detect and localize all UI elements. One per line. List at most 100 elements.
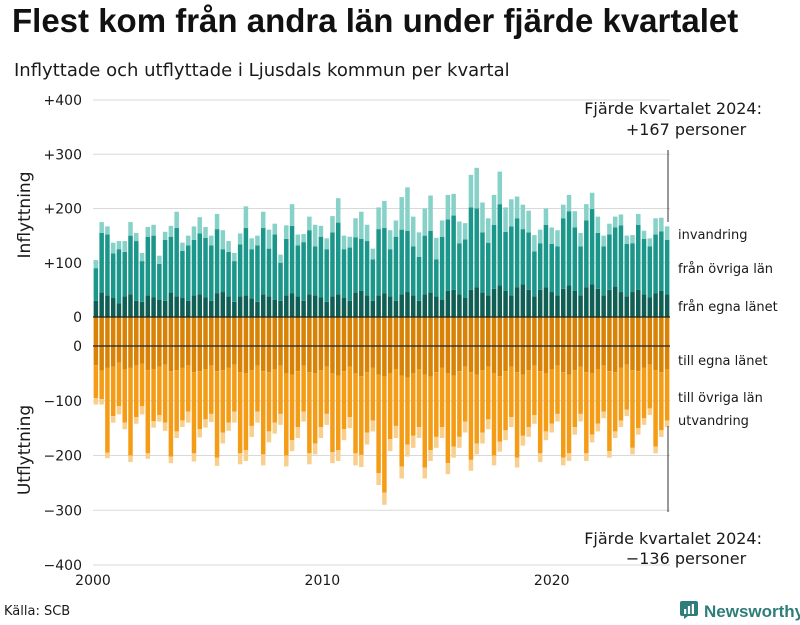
bar-segment-utflyttning bbox=[462, 421, 468, 433]
y-tick-label: +100 bbox=[44, 256, 82, 272]
bar-segment-inflyttning bbox=[399, 229, 404, 295]
bar-segment-utflyttning bbox=[612, 317, 618, 373]
bar-segment-utflyttning bbox=[324, 413, 329, 425]
y-tick-label: 0 bbox=[73, 310, 82, 326]
bar-segment-inflyttning bbox=[335, 222, 341, 295]
bar-segment-utflyttning bbox=[451, 375, 456, 447]
bar-segment-utflyttning bbox=[647, 317, 653, 365]
bar-segment-inflyttning bbox=[457, 221, 462, 244]
bar-segment-inflyttning bbox=[226, 296, 231, 317]
x-tick-labels: 2000 2010 2020 bbox=[75, 573, 569, 589]
bar-segment-inflyttning bbox=[578, 295, 583, 317]
bar-segment-utflyttning bbox=[532, 414, 537, 424]
bar-segment-inflyttning bbox=[503, 231, 508, 291]
bar-segment-utflyttning bbox=[578, 413, 583, 422]
bar-segment-inflyttning bbox=[243, 228, 249, 296]
bar-segment-utflyttning bbox=[434, 372, 439, 437]
bar-segment-inflyttning bbox=[428, 292, 433, 317]
bar-segment-inflyttning bbox=[145, 236, 151, 296]
bar-segment-utflyttning bbox=[503, 371, 508, 431]
bar-segment-inflyttning bbox=[601, 235, 606, 247]
bar-segment-inflyttning bbox=[318, 297, 324, 317]
bar-segment-inflyttning bbox=[659, 231, 664, 291]
bar-segment-inflyttning bbox=[301, 233, 306, 243]
bar-segment-inflyttning bbox=[370, 248, 376, 260]
bar-segment-inflyttning bbox=[474, 287, 479, 317]
bar-segment-inflyttning bbox=[647, 297, 653, 317]
bar-segment-utflyttning bbox=[272, 317, 278, 369]
bar-segment-utflyttning bbox=[157, 414, 162, 422]
bar-segment-utflyttning bbox=[209, 365, 214, 414]
bar-segment-inflyttning bbox=[520, 284, 526, 317]
bar-segment-inflyttning bbox=[116, 303, 122, 317]
bar-segment-utflyttning bbox=[370, 317, 376, 368]
bar-segment-inflyttning bbox=[618, 225, 624, 293]
bar-segment-inflyttning bbox=[641, 238, 647, 295]
bar-segment-utflyttning bbox=[589, 317, 595, 374]
bar-segment-inflyttning bbox=[359, 211, 364, 239]
bar-segment-inflyttning bbox=[607, 223, 612, 235]
bar-segment-inflyttning bbox=[503, 207, 508, 232]
bar-segment-inflyttning bbox=[445, 194, 451, 220]
bar-segment-inflyttning bbox=[220, 249, 226, 293]
bar-segment-utflyttning bbox=[376, 473, 381, 486]
bar-segment-inflyttning bbox=[191, 226, 197, 240]
brand-logo[interactable]: Newsworthy bbox=[679, 600, 800, 624]
bar-segment-inflyttning bbox=[93, 260, 99, 269]
bar-segment-utflyttning bbox=[209, 413, 214, 423]
bar-segment-inflyttning bbox=[399, 294, 404, 317]
bar-segment-inflyttning bbox=[168, 236, 174, 293]
bar-segment-inflyttning bbox=[561, 204, 566, 219]
bar-segment-utflyttning bbox=[405, 317, 410, 378]
bar-segment-utflyttning bbox=[410, 435, 416, 448]
bar-segment-inflyttning bbox=[514, 218, 520, 288]
bar-segment-inflyttning bbox=[318, 225, 324, 237]
bar-segment-inflyttning bbox=[341, 249, 347, 299]
bar-marks bbox=[93, 167, 670, 505]
bar-segment-utflyttning bbox=[122, 317, 127, 369]
bar-segment-inflyttning bbox=[145, 295, 151, 317]
bar-segment-utflyttning bbox=[168, 371, 174, 457]
bar-segment-utflyttning bbox=[561, 372, 566, 458]
bar-segment-utflyttning bbox=[618, 317, 624, 368]
bar-segment-utflyttning bbox=[589, 373, 595, 435]
bar-segment-inflyttning bbox=[157, 263, 162, 300]
bar-segment-inflyttning bbox=[497, 204, 503, 286]
bar-segment-inflyttning bbox=[509, 199, 514, 227]
bar-segment-utflyttning bbox=[601, 411, 606, 419]
bar-segment-utflyttning bbox=[266, 372, 272, 432]
bar-segment-inflyttning bbox=[485, 218, 491, 243]
bar-segment-utflyttning bbox=[514, 457, 520, 468]
bar-segment-utflyttning bbox=[653, 370, 658, 447]
brand-name: Newsworthy bbox=[704, 602, 800, 621]
bar-segment-inflyttning bbox=[410, 216, 416, 247]
bar-segment-inflyttning bbox=[209, 245, 214, 301]
bar-segment-utflyttning bbox=[382, 317, 387, 377]
bar-segment-inflyttning bbox=[260, 211, 266, 229]
bar-segment-utflyttning bbox=[566, 374, 572, 454]
bar-segment-inflyttning bbox=[405, 187, 410, 231]
bar-segment-inflyttning bbox=[543, 208, 549, 225]
bar-segment-utflyttning bbox=[324, 366, 329, 414]
bar-segment-inflyttning bbox=[641, 230, 647, 239]
bar-segment-utflyttning bbox=[139, 317, 145, 364]
bar-segment-utflyttning bbox=[624, 364, 629, 410]
bar-segment-inflyttning bbox=[393, 220, 399, 237]
bar-segment-utflyttning bbox=[537, 453, 543, 463]
bar-segment-inflyttning bbox=[220, 292, 226, 317]
bar-segment-utflyttning bbox=[607, 317, 612, 372]
bar-segment-utflyttning bbox=[543, 431, 549, 441]
bar-segment-utflyttning bbox=[514, 372, 520, 458]
bar-segment-inflyttning bbox=[422, 294, 428, 317]
bar-segment-inflyttning bbox=[416, 256, 422, 301]
bar-segment-inflyttning bbox=[116, 249, 122, 304]
bar-segment-inflyttning bbox=[376, 229, 381, 296]
bar-segment-inflyttning bbox=[474, 208, 479, 288]
x-tick-label: 2010 bbox=[305, 573, 341, 589]
bar-segment-utflyttning bbox=[647, 364, 653, 409]
bar-segment-inflyttning bbox=[134, 241, 139, 301]
bar-segment-inflyttning bbox=[209, 235, 214, 246]
bar-segment-inflyttning bbox=[636, 289, 641, 317]
bar-segment-inflyttning bbox=[434, 259, 439, 297]
bar-segment-inflyttning bbox=[612, 286, 618, 317]
